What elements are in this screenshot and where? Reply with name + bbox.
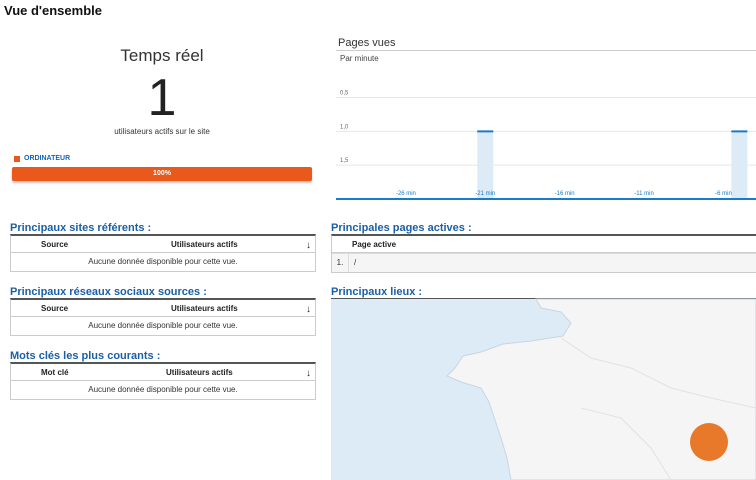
row-page-path[interactable]: /: [354, 258, 357, 267]
active-pages-title: Principales pages actives :: [331, 222, 472, 234]
locations-map[interactable]: [331, 298, 756, 480]
table-row[interactable]: 1. /: [332, 253, 756, 272]
chart-divider: [336, 50, 756, 51]
x-tick-label: -16 min: [555, 191, 575, 197]
device-swatch-icon: [14, 155, 20, 162]
realtime-title: Temps réel: [120, 46, 204, 65]
locations-title: Principaux lieux :: [331, 286, 423, 298]
table-header: Source Utilisateurs actifs ↓: [11, 300, 315, 317]
active-users-count: 1: [147, 69, 177, 127]
active-users-caption: utilisateurs actifs sur le site: [114, 127, 210, 136]
column-source[interactable]: Source: [41, 304, 69, 313]
table-header: Source Utilisateurs actifs ↓: [11, 236, 315, 253]
sort-arrow-down-icon[interactable]: ↓: [306, 368, 311, 379]
column-source[interactable]: Source: [41, 240, 69, 249]
table-header: Mot clé Utilisateurs actifs ↓: [11, 364, 315, 381]
device-legend: ORDINATEUR: [14, 155, 70, 162]
column-active-users[interactable]: Utilisateurs actifs: [171, 304, 238, 313]
sort-arrow-down-icon[interactable]: ↓: [306, 304, 311, 315]
social-table: Source Utilisateurs actifs ↓ Aucune donn…: [10, 298, 316, 336]
referrers-table: Source Utilisateurs actifs ↓ Aucune donn…: [10, 234, 316, 272]
referrers-title: Principaux sites référents :: [10, 222, 152, 234]
device-share-bar: 100%: [12, 167, 312, 181]
y-tick-label: 1,5: [340, 158, 349, 164]
social-title: Principaux réseaux sociaux sources :: [10, 286, 207, 298]
keywords-title: Mots clés les plus courants :: [10, 350, 161, 362]
column-keyword[interactable]: Mot clé: [41, 368, 69, 377]
map-border-line: [560, 337, 756, 409]
x-tick-label: -26 min: [396, 191, 416, 197]
x-tick-label: -21 min: [475, 191, 495, 197]
page-title: Vue d'ensemble: [4, 3, 102, 18]
empty-message: Aucune donnée disponible pour cette vue.: [88, 321, 238, 330]
device-label: ORDINATEUR: [24, 155, 71, 162]
map-land: [446, 298, 756, 480]
column-active-page[interactable]: Page active: [352, 240, 397, 249]
empty-message: Aucune donnée disponible pour cette vue.: [88, 385, 238, 394]
column-active-users[interactable]: Utilisateurs actifs: [171, 240, 238, 249]
map-border-line: [580, 407, 672, 480]
x-tick-label: -6 min: [715, 191, 732, 197]
bar: [477, 131, 494, 199]
pageviews-title: Pages vues: [338, 37, 396, 49]
sort-arrow-down-icon[interactable]: ↓: [306, 240, 311, 251]
y-tick-label: 1,0: [340, 124, 349, 130]
pageviews-subtitle: Par minute: [340, 54, 379, 63]
keywords-table: Mot clé Utilisateurs actifs ↓ Aucune don…: [10, 362, 316, 400]
bar: [731, 131, 748, 199]
x-tick-label: -11 min: [634, 191, 654, 197]
column-active-users[interactable]: Utilisateurs actifs: [166, 368, 233, 377]
row-index: 1.: [332, 254, 349, 272]
location-marker[interactable]: [690, 423, 728, 461]
table-header: Page active: [332, 236, 756, 253]
empty-message: Aucune donnée disponible pour cette vue.: [88, 257, 238, 266]
y-tick-label: 0,5: [340, 91, 349, 97]
pageviews-chart: 1,5 1,0 0,5 -26 min -21 min -16 min -11 min -6 …: [336, 91, 756, 200]
active-pages-table: Page active 1. /: [331, 234, 756, 273]
